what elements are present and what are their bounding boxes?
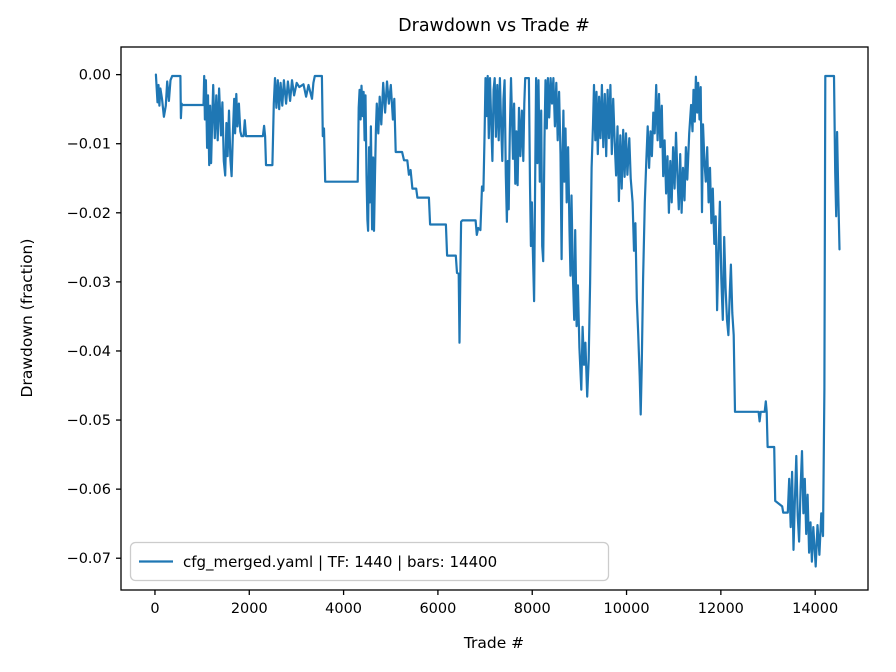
drawdown-line — [154, 73, 841, 568]
chart-title: Drawdown vs Trade # — [398, 16, 590, 36]
x-tick-label: 14000 — [792, 601, 838, 617]
y-axis-ticks: 0.00 −0.01 −0.02 −0.03 −0.04 −0.05 −0.06 −0.07 — [67, 68, 121, 567]
x-tick-label: 4000 — [325, 601, 362, 617]
y-tick-label: −0.07 — [67, 551, 111, 567]
legend: cfg_merged.yaml | TF: 1440 | bars: 14400 — [129, 541, 610, 582]
legend-box — [129, 541, 610, 582]
y-tick-label: −0.01 — [67, 137, 111, 153]
x-tick-label: 0 — [150, 601, 159, 617]
x-axis-ticks: 0 2000 4000 6000 8000 10000 12000 14000 — [150, 590, 838, 617]
x-tick-label: 12000 — [698, 601, 744, 617]
x-tick-label: 6000 — [419, 601, 456, 617]
y-tick-label: −0.04 — [67, 344, 111, 360]
plot-area — [120, 46, 869, 591]
y-tick-label: −0.03 — [67, 275, 111, 291]
y-tick-label: −0.02 — [67, 206, 111, 222]
y-tick-label: 0.00 — [79, 68, 111, 84]
x-tick-label: 2000 — [231, 601, 268, 617]
legend-label: cfg_merged.yaml | TF: 1440 | bars: 14400 — [183, 553, 497, 572]
x-axis-label: Trade # — [463, 634, 524, 652]
y-axis-label: Drawdown (fraction) — [18, 239, 36, 398]
x-tick-label: 8000 — [514, 601, 551, 617]
x-tick-label: 10000 — [603, 601, 649, 617]
y-tick-label: −0.06 — [67, 482, 111, 498]
y-tick-label: −0.05 — [67, 413, 111, 429]
